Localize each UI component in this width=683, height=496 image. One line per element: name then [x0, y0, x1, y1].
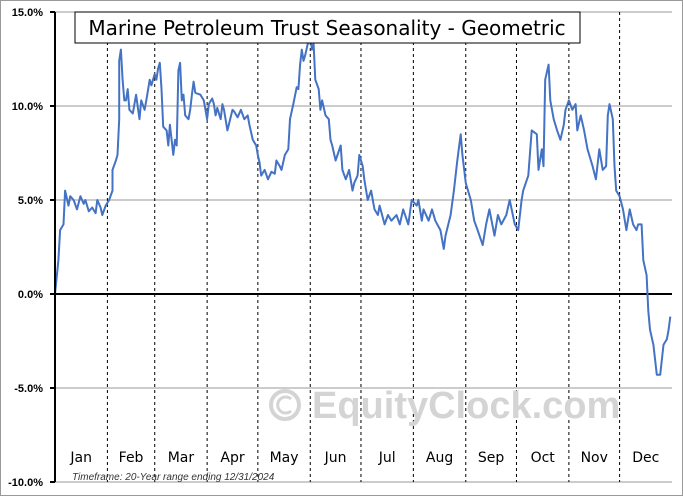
month-label: Dec [632, 450, 659, 466]
copyright-icon [269, 389, 301, 421]
y-axis: 15.0% 10.0% 5.0% 0.0% -5.0% -10.0% [8, 7, 55, 489]
month-label: Jan [69, 450, 92, 466]
chart-title: Marine Petroleum Trust Seasonality - Geo… [88, 16, 565, 40]
month-label: Feb [119, 450, 144, 466]
month-label: Jun [324, 450, 347, 466]
month-label: May [270, 450, 299, 466]
x-axis: Jan Feb Mar Apr May Jun Jul Aug Sep Oct Nov Dec [69, 450, 659, 466]
title-box: Marine Petroleum Trust Seasonality - Geo… [74, 11, 581, 44]
month-label: Nov [581, 450, 608, 466]
month-label: Jul [378, 450, 396, 466]
y-tick-label: -10.0% [8, 477, 43, 489]
month-label: Oct [531, 450, 556, 466]
y-tick-label: 0.0% [18, 289, 43, 301]
y-tick-label: 5.0% [18, 195, 43, 207]
copyright-c-glyph [276, 395, 292, 415]
month-label: Aug [426, 450, 453, 466]
month-label: Mar [168, 450, 195, 466]
watermark: EquityClock.com [269, 385, 620, 427]
grid [55, 11, 672, 483]
month-label: Sep [478, 450, 505, 466]
month-label: Apr [220, 450, 244, 466]
y-tick-label: -5.0% [14, 383, 43, 395]
watermark-text: EquityClock.com [312, 385, 620, 427]
y-tick-label: 10.0% [12, 101, 43, 113]
timeframe-note: Timeframe: 20-Year range ending 12/31/20… [72, 472, 275, 483]
y-tick-label: 15.0% [12, 7, 43, 19]
series-line [54, 33, 672, 376]
